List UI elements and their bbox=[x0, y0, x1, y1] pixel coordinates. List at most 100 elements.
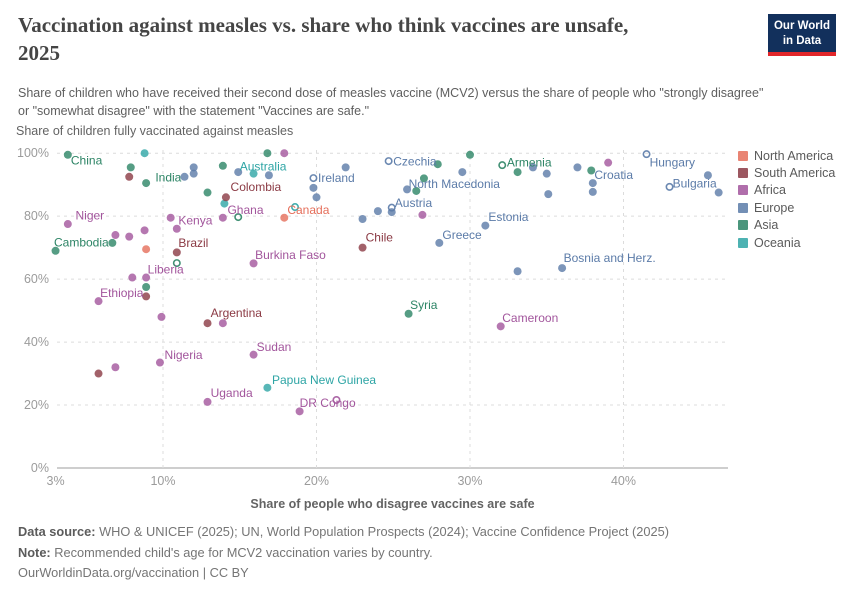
data-point[interactable] bbox=[234, 213, 243, 222]
data-point-bosnia-and-herz[interactable] bbox=[558, 264, 567, 273]
data-point-bulgaria[interactable] bbox=[665, 182, 674, 191]
data-point[interactable] bbox=[373, 207, 382, 216]
data-point-burkina-faso[interactable] bbox=[249, 259, 258, 268]
country-label-nigeria[interactable]: Nigeria bbox=[165, 348, 203, 362]
data-point-nigeria[interactable] bbox=[155, 358, 164, 367]
data-point[interactable] bbox=[358, 214, 367, 223]
country-label-australia[interactable]: Australia bbox=[240, 159, 287, 173]
country-label-dr-congo[interactable]: DR Congo bbox=[300, 396, 356, 410]
data-point[interactable] bbox=[111, 231, 120, 240]
legend-item-europe[interactable]: Europe bbox=[738, 199, 835, 216]
data-point[interactable] bbox=[513, 267, 522, 276]
data-point[interactable] bbox=[142, 292, 151, 301]
country-label-czechia[interactable]: Czechia bbox=[393, 154, 437, 168]
data-point[interactable] bbox=[140, 149, 149, 158]
country-label-cameroon[interactable]: Cameroon bbox=[502, 311, 558, 325]
data-point-brazil[interactable] bbox=[172, 248, 181, 257]
data-point[interactable] bbox=[220, 199, 229, 208]
legend-item-africa[interactable]: Africa bbox=[738, 182, 835, 199]
data-point-sudan[interactable] bbox=[249, 350, 258, 359]
data-point[interactable] bbox=[714, 188, 723, 197]
data-point[interactable] bbox=[528, 163, 537, 172]
data-point-papua-new-guinea[interactable] bbox=[263, 383, 272, 392]
data-point-uganda[interactable] bbox=[203, 397, 212, 406]
owid-logo[interactable]: Our World in Data bbox=[768, 14, 836, 56]
data-point[interactable] bbox=[263, 149, 272, 158]
data-point-dr-congo[interactable] bbox=[295, 407, 304, 416]
country-label-argentina[interactable]: Argentina bbox=[211, 306, 263, 320]
data-point-argentina[interactable] bbox=[203, 319, 212, 328]
country-label-syria[interactable]: Syria bbox=[410, 298, 438, 312]
legend-item-north-america[interactable]: North America bbox=[738, 147, 835, 164]
data-point[interactable] bbox=[573, 163, 582, 172]
data-point[interactable] bbox=[125, 232, 134, 241]
data-point[interactable] bbox=[419, 174, 428, 183]
data-point[interactable] bbox=[234, 168, 243, 177]
data-point[interactable] bbox=[280, 149, 289, 158]
country-label-ethiopia[interactable]: Ethiopia bbox=[100, 286, 144, 300]
data-point-armenia[interactable] bbox=[498, 161, 507, 170]
data-point[interactable] bbox=[587, 166, 596, 175]
data-point-ireland[interactable] bbox=[309, 174, 318, 183]
data-point-ghana[interactable] bbox=[218, 213, 227, 222]
data-point[interactable] bbox=[157, 312, 166, 321]
data-point[interactable] bbox=[142, 245, 151, 254]
data-point-chile[interactable] bbox=[358, 243, 367, 252]
country-label-liberia[interactable]: Liberia bbox=[148, 262, 184, 276]
country-label-papua-new-guinea[interactable]: Papua New Guinea bbox=[272, 373, 376, 387]
data-point[interactable] bbox=[341, 163, 350, 172]
country-label-armenia[interactable]: Armenia bbox=[507, 156, 552, 170]
data-point-colombia[interactable] bbox=[221, 193, 230, 202]
data-point[interactable] bbox=[544, 190, 553, 199]
data-point[interactable] bbox=[433, 160, 442, 169]
data-point[interactable] bbox=[332, 396, 341, 405]
data-point-hungary[interactable] bbox=[642, 150, 651, 159]
data-point[interactable] bbox=[180, 172, 189, 181]
country-label-ireland[interactable]: Ireland bbox=[318, 171, 355, 185]
data-point-north-macedonia[interactable] bbox=[403, 185, 412, 194]
country-label-niger[interactable]: Niger bbox=[76, 209, 105, 223]
data-point[interactable] bbox=[542, 169, 551, 178]
data-point-ethiopia[interactable] bbox=[94, 297, 103, 306]
country-label-croatia[interactable]: Croatia bbox=[594, 168, 633, 182]
country-label-hungary[interactable]: Hungary bbox=[650, 156, 695, 170]
country-label-bulgaria[interactable]: Bulgaria bbox=[673, 176, 717, 190]
data-point[interactable] bbox=[189, 163, 198, 172]
data-point[interactable] bbox=[604, 158, 613, 167]
data-point[interactable] bbox=[203, 188, 212, 197]
data-point-estonia[interactable] bbox=[481, 221, 490, 230]
data-point[interactable] bbox=[140, 226, 149, 235]
country-label-sudan[interactable]: Sudan bbox=[257, 340, 292, 354]
data-point[interactable] bbox=[125, 172, 134, 181]
country-label-burkina-faso[interactable]: Burkina Faso bbox=[255, 248, 326, 262]
country-label-greece[interactable]: Greece bbox=[442, 228, 482, 242]
data-point[interactable] bbox=[412, 186, 421, 195]
data-point[interactable] bbox=[588, 187, 597, 196]
data-point[interactable] bbox=[291, 203, 300, 212]
data-point-cambodia[interactable] bbox=[51, 246, 60, 255]
data-point[interactable] bbox=[218, 319, 227, 328]
country-label-bosnia-and-herz[interactable]: Bosnia and Herz. bbox=[564, 251, 656, 265]
data-point-india[interactable] bbox=[142, 179, 151, 188]
country-label-india[interactable]: India bbox=[155, 170, 181, 184]
data-point-china[interactable] bbox=[63, 150, 72, 159]
data-point[interactable] bbox=[703, 171, 712, 180]
data-point[interactable] bbox=[309, 183, 318, 192]
data-point-greece[interactable] bbox=[435, 238, 444, 247]
data-point[interactable] bbox=[387, 208, 396, 217]
legend-item-oceania[interactable]: Oceania bbox=[738, 234, 835, 251]
data-point[interactable] bbox=[264, 171, 273, 180]
data-point[interactable] bbox=[312, 193, 321, 202]
data-point-niger[interactable] bbox=[63, 220, 72, 229]
data-point[interactable] bbox=[108, 238, 117, 247]
data-point[interactable] bbox=[172, 224, 181, 233]
data-point[interactable] bbox=[418, 210, 427, 219]
data-point[interactable] bbox=[142, 282, 151, 291]
data-point[interactable] bbox=[142, 273, 151, 282]
country-label-uganda[interactable]: Uganda bbox=[211, 386, 253, 400]
country-label-chile[interactable]: Chile bbox=[366, 231, 394, 245]
data-point[interactable] bbox=[126, 163, 135, 172]
data-point[interactable] bbox=[218, 161, 227, 170]
country-label-canada[interactable]: Canada bbox=[287, 203, 329, 217]
data-point[interactable] bbox=[111, 363, 120, 372]
